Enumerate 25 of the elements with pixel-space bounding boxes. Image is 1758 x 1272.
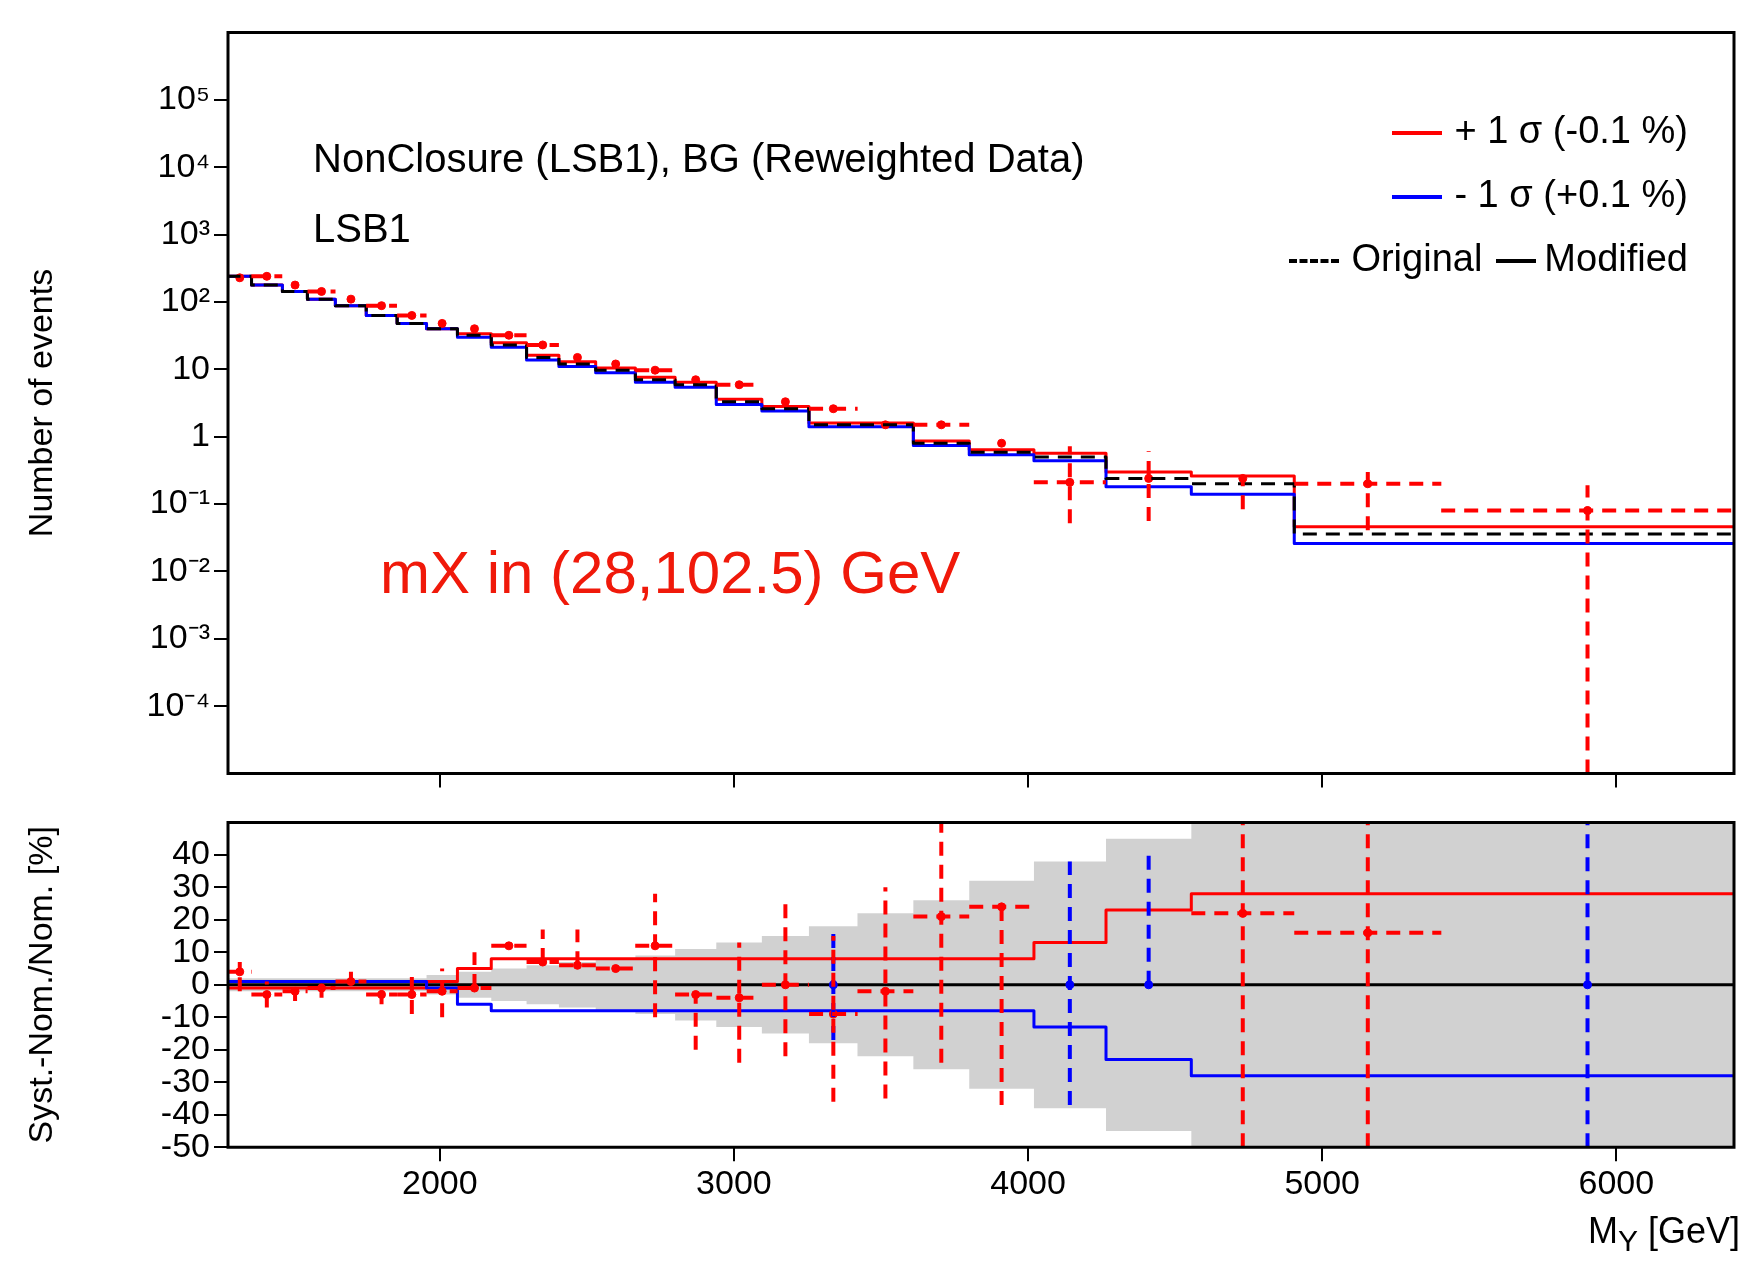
annotation: LSB1 xyxy=(313,206,411,251)
y-tick-label: 10⁴ xyxy=(157,145,210,184)
y-tick-label: 10⁻² xyxy=(149,549,210,588)
y-tick-label: 10⁻¹ xyxy=(149,482,210,521)
annotation: NonClosure (LSB1), BG (Reweighted Data) xyxy=(313,136,1085,181)
legend-label: - 1 σ (+0.1 %) xyxy=(1453,172,1688,217)
legend-label: + 1 σ (-0.1 %) xyxy=(1453,108,1688,153)
y-tick-label: 10² xyxy=(160,280,210,319)
y-tick-label: 10 xyxy=(172,347,210,386)
x-tick-label: 4000 xyxy=(990,1162,1066,1201)
x-tick-label: 2000 xyxy=(401,1162,478,1201)
y-axis-title: Number of events xyxy=(20,268,59,538)
x-tick-label: 5000 xyxy=(1284,1162,1361,1201)
annotation: mX in (28,102.5) GeV xyxy=(380,538,961,607)
legend-label: Original xyxy=(1350,237,1483,279)
y-tick-label: 10⁵ xyxy=(158,78,210,117)
x-axis-title: M$_{Y}$ [GeV] xyxy=(1587,1209,1740,1258)
x-tick-label: 6000 xyxy=(1578,1162,1655,1201)
y-tick-label: 10³ xyxy=(160,212,210,251)
y-tick-label: 10⁻³ xyxy=(149,617,210,656)
y-tick-label: 1 xyxy=(191,415,210,454)
y-tick-label: 10⁻⁴ xyxy=(146,684,210,723)
annotation: Modified xyxy=(1543,237,1688,279)
x-tick-label: 3000 xyxy=(696,1162,772,1201)
y-axis-title: Syst.-Nom./Nom. [%] xyxy=(20,826,59,1144)
